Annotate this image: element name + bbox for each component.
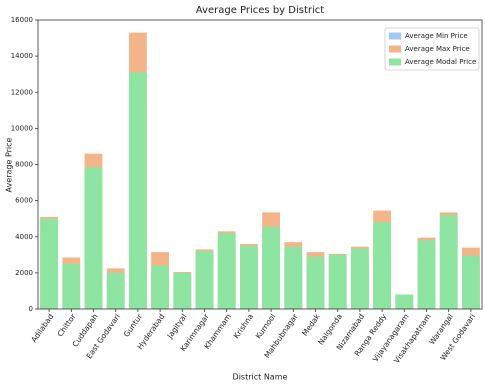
bar: [439, 215, 458, 309]
bar: [62, 263, 81, 309]
x-axis-label: District Name: [233, 373, 288, 382]
bar: [328, 254, 347, 309]
bar: [240, 245, 258, 309]
y-tick-label: 2000: [15, 269, 33, 277]
bar: [195, 251, 214, 309]
bar: [106, 272, 125, 309]
bar: [217, 233, 236, 309]
y-tick-label: 10000: [11, 124, 33, 132]
y-tick-label: 8000: [15, 161, 33, 169]
x-tick-label: Adilabad: [29, 312, 55, 344]
bar: [351, 248, 369, 309]
bar: [284, 246, 303, 309]
y-tick-label: 0: [29, 305, 33, 313]
legend-label: Average Min Price: [405, 32, 468, 40]
bar: [262, 226, 280, 309]
bar: [84, 167, 103, 309]
bar: [40, 218, 58, 309]
y-tick-label: 16000: [11, 16, 33, 24]
bar: [462, 255, 480, 309]
plot-frame: [37, 19, 483, 310]
bar: [173, 272, 192, 309]
bar: [306, 256, 325, 309]
x-tick-label: Jagityal: [165, 312, 189, 341]
x-tick-label: Kurnool: [254, 312, 278, 340]
bar: [395, 294, 414, 309]
y-tick-label: 12000: [11, 88, 33, 96]
x-tick-label: Guntur: [122, 311, 145, 338]
x-tick-label: Chittor: [55, 311, 78, 338]
y-tick-label: 4000: [15, 233, 33, 241]
y-tick-label: 6000: [15, 197, 33, 205]
legend-label: Average Modal Price: [405, 58, 476, 66]
legend-swatch: [389, 58, 401, 66]
x-tick-label: Krishna: [232, 312, 255, 340]
legend-swatch: [389, 45, 401, 53]
bar: [373, 222, 391, 309]
x-tick-label: Medak: [300, 312, 322, 338]
legend-swatch: [389, 32, 401, 40]
bar: [151, 265, 169, 309]
legend: [384, 27, 480, 71]
bar: [417, 240, 436, 309]
bar: [129, 72, 147, 309]
y-tick-label: 14000: [11, 52, 33, 60]
chart-title: Average Prices by District: [196, 5, 324, 16]
y-axis-label: Average Price: [5, 137, 14, 192]
legend-label: Average Max Price: [405, 45, 470, 53]
